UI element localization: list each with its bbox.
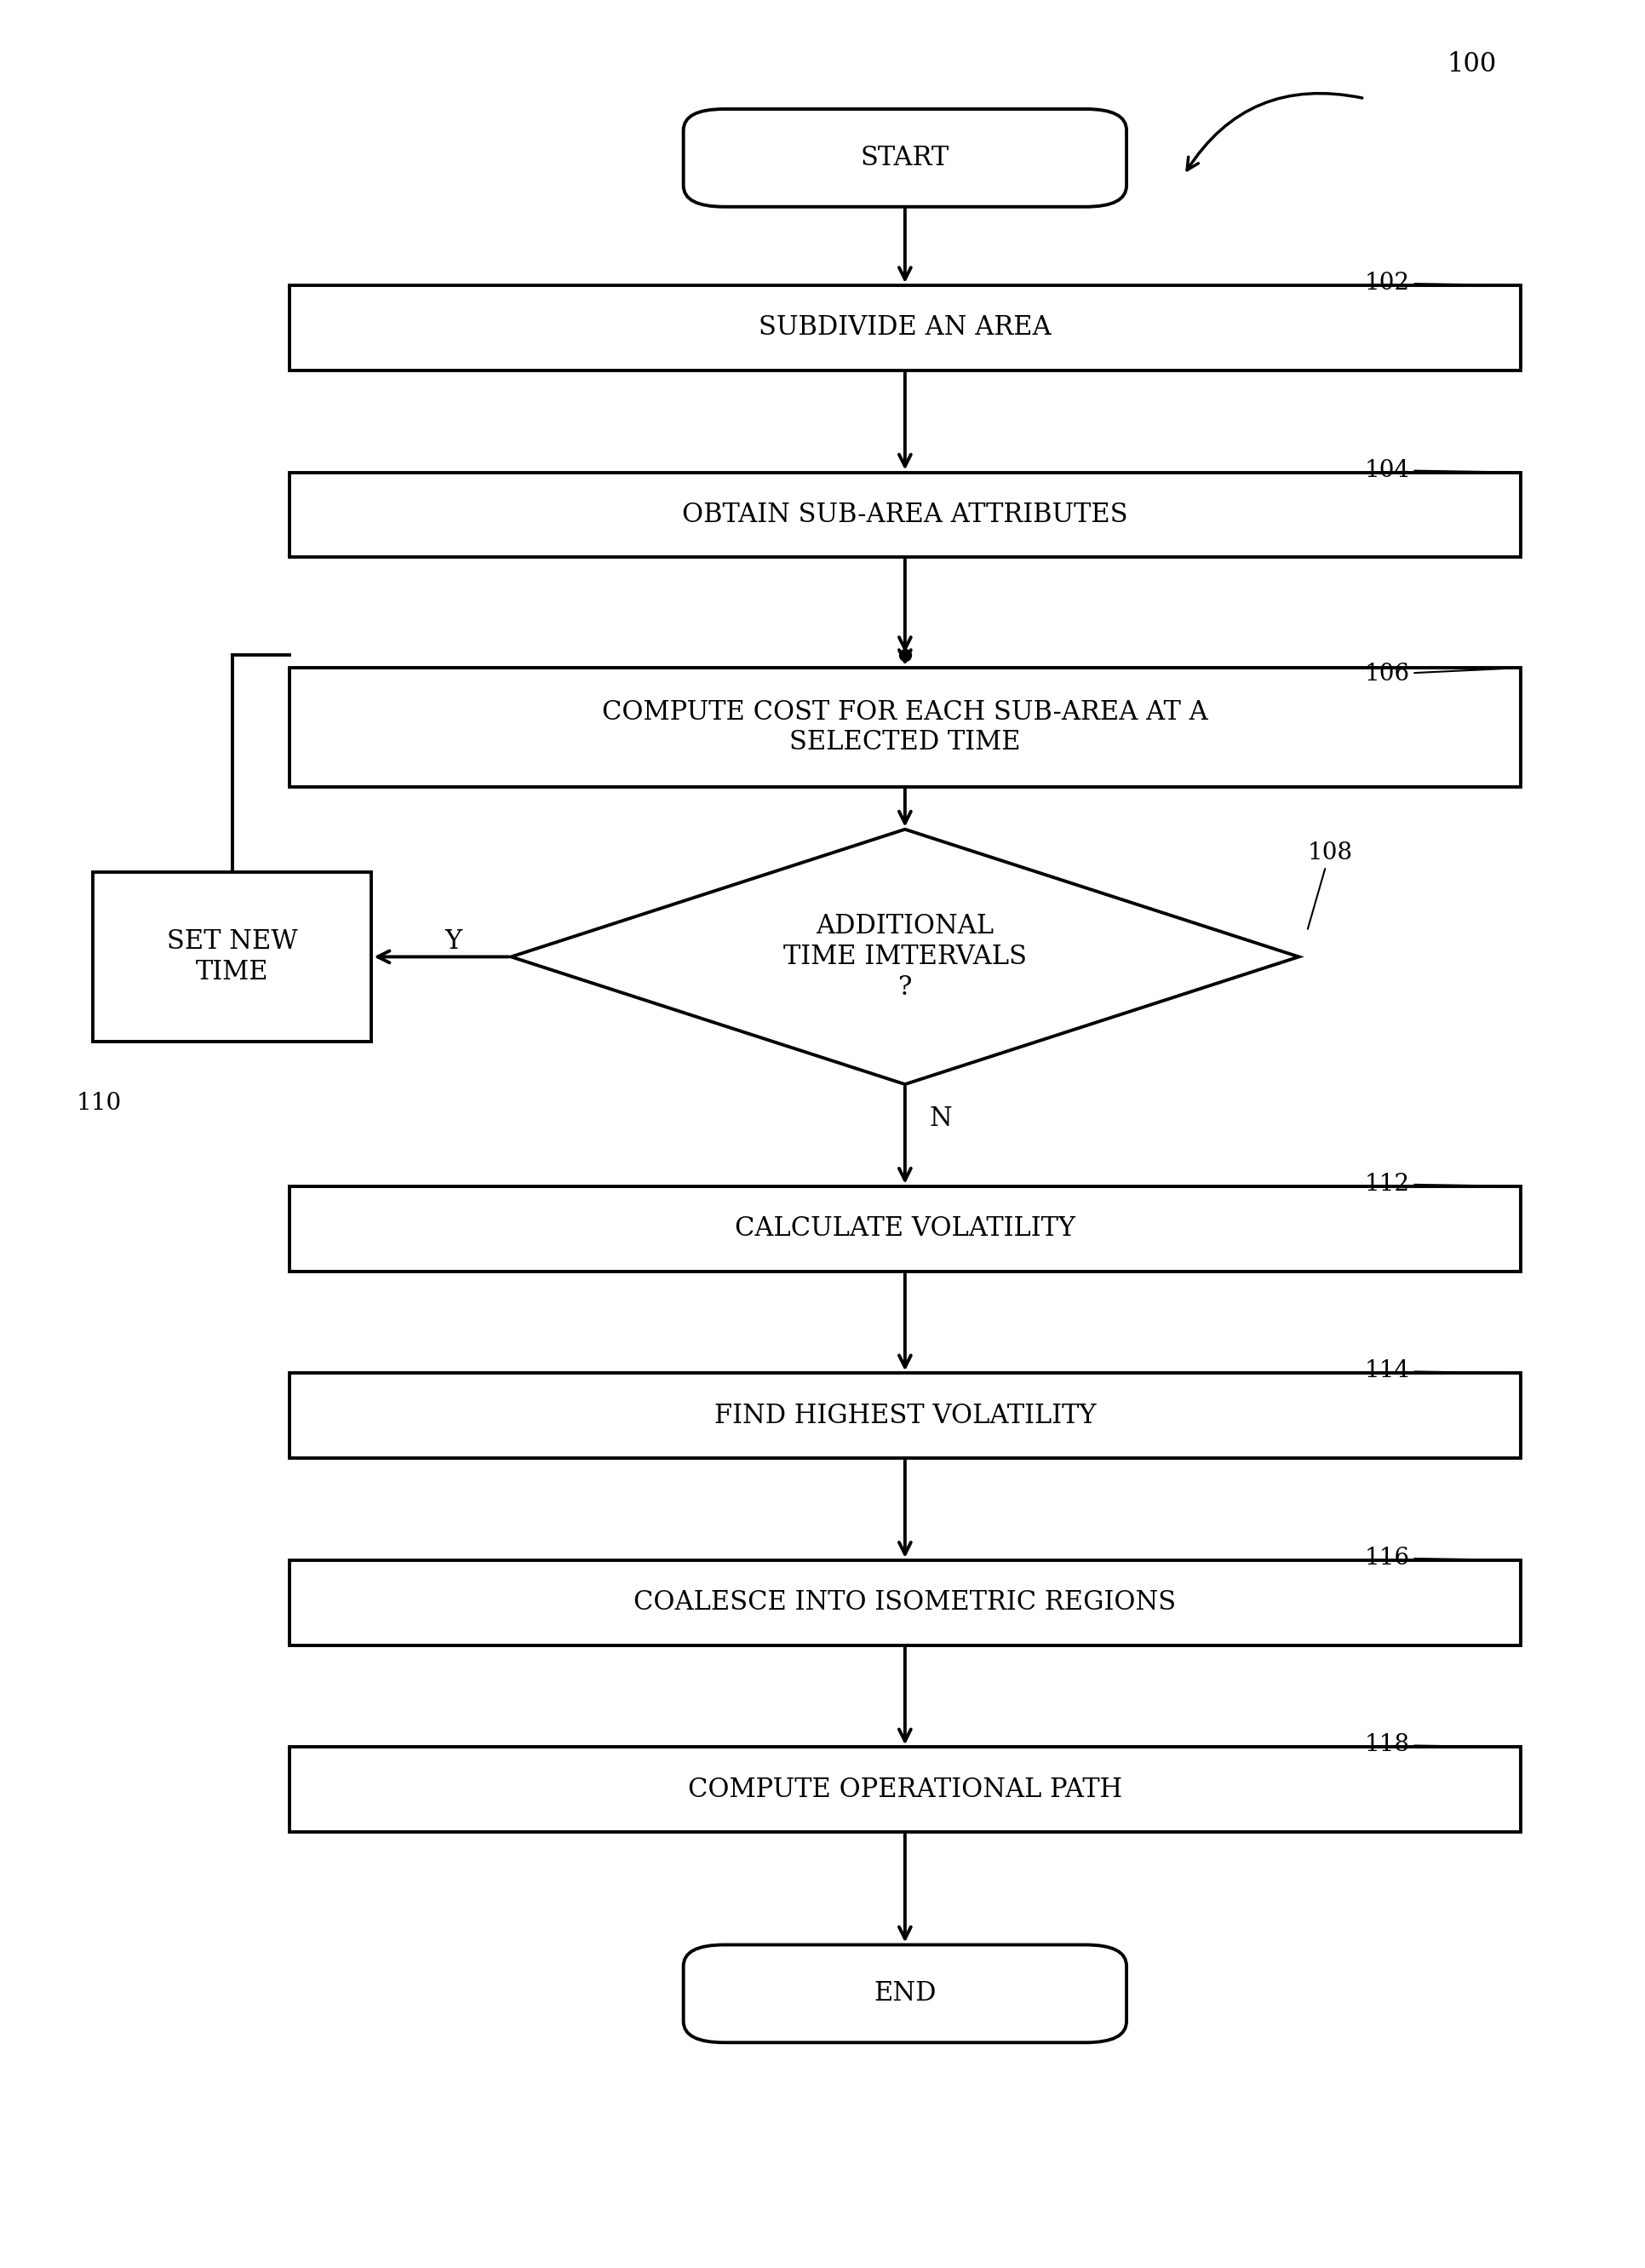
Polygon shape: [512, 830, 1298, 1084]
Text: SET NEW
TIME: SET NEW TIME: [166, 928, 298, 984]
Bar: [290, 667, 1520, 787]
Text: 104: 104: [1364, 458, 1517, 481]
Text: 114: 114: [1364, 1359, 1517, 1383]
Text: COMPUTE OPERATIONAL PATH: COMPUTE OPERATIONAL PATH: [688, 1776, 1122, 1803]
Bar: [290, 1372, 1520, 1458]
Text: COALESCE INTO ISOMETRIC REGIONS: COALESCE INTO ISOMETRIC REGIONS: [633, 1590, 1176, 1615]
Text: 108: 108: [1306, 841, 1352, 930]
Text: END: END: [873, 1980, 936, 2007]
Text: COMPUTE COST FOR EACH SUB-AREA AT A
SELECTED TIME: COMPUTE COST FOR EACH SUB-AREA AT A SELE…: [602, 699, 1207, 755]
Text: ADDITIONAL
TIME IMTERVALS
?: ADDITIONAL TIME IMTERVALS ?: [783, 914, 1026, 1000]
Text: SUBDIVIDE AN AREA: SUBDIVIDE AN AREA: [758, 315, 1051, 340]
Text: 112: 112: [1364, 1173, 1517, 1195]
Bar: [290, 286, 1520, 370]
FancyBboxPatch shape: [683, 1944, 1125, 2043]
Text: 118: 118: [1364, 1733, 1517, 1755]
Text: N: N: [929, 1105, 952, 1132]
Bar: [290, 472, 1520, 558]
Bar: [290, 1186, 1520, 1272]
Text: CALCULATE VOLATILITY: CALCULATE VOLATILITY: [734, 1216, 1074, 1243]
Text: Y: Y: [444, 928, 462, 955]
Bar: [290, 1746, 1520, 1833]
Text: START: START: [860, 145, 949, 170]
Text: 102: 102: [1364, 272, 1517, 295]
Text: OBTAIN SUB-AREA ATTRIBUTES: OBTAIN SUB-AREA ATTRIBUTES: [681, 501, 1127, 528]
Text: FIND HIGHEST VOLATILITY: FIND HIGHEST VOLATILITY: [714, 1402, 1096, 1429]
Text: 106: 106: [1364, 662, 1517, 685]
Text: 116: 116: [1364, 1547, 1517, 1569]
FancyBboxPatch shape: [683, 109, 1125, 206]
Bar: [92, 871, 372, 1041]
Bar: [290, 1560, 1520, 1644]
Text: 110: 110: [76, 1091, 122, 1116]
Text: 100: 100: [1446, 52, 1495, 77]
